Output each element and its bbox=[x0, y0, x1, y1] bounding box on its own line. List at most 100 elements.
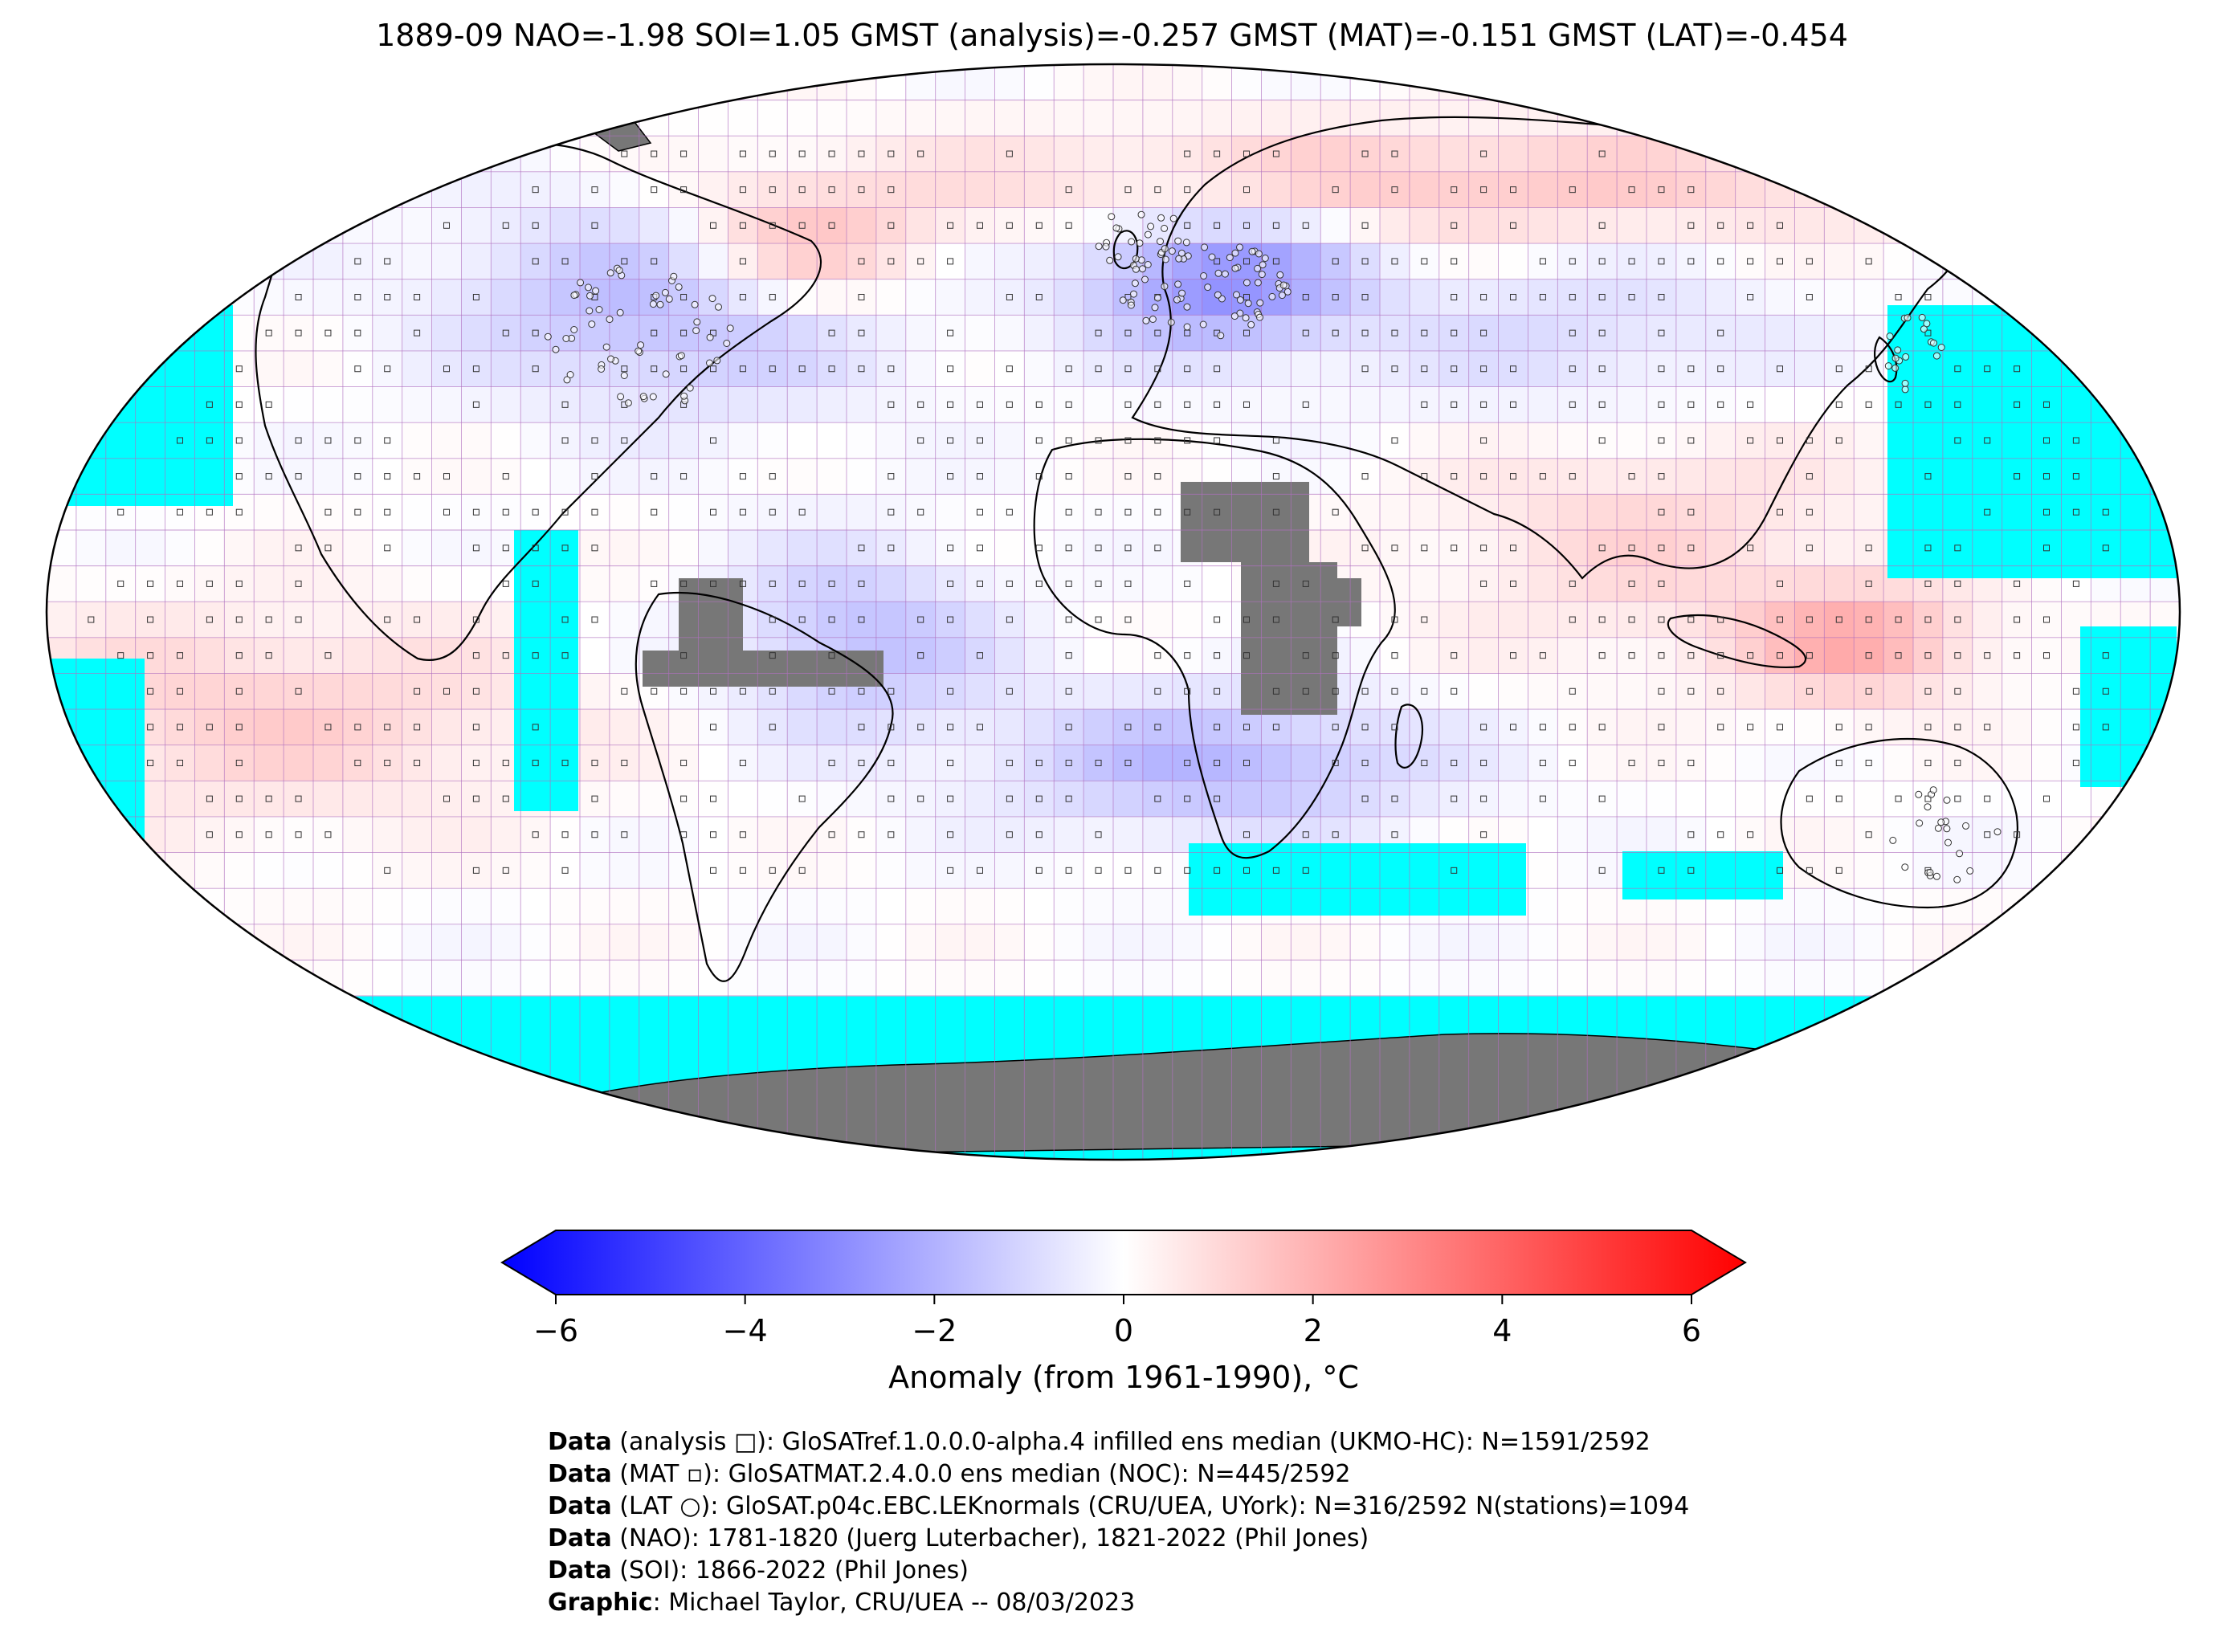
analysis-marker bbox=[1598, 258, 1606, 265]
anomaly-cell bbox=[1083, 816, 1114, 854]
station-marker bbox=[1132, 255, 1140, 263]
anomaly-cell bbox=[1617, 709, 1647, 746]
anomaly-cell bbox=[1794, 315, 1825, 352]
station-marker bbox=[715, 303, 722, 311]
anomaly-cell bbox=[639, 816, 670, 854]
colorbar-tick-label: 6 bbox=[1682, 1313, 1701, 1348]
anomaly-cell bbox=[1380, 279, 1410, 316]
analysis-marker bbox=[1006, 831, 1013, 838]
station-marker bbox=[1141, 275, 1149, 283]
anomaly-cell bbox=[520, 279, 551, 316]
analysis-marker bbox=[1480, 294, 1487, 300]
analysis-marker bbox=[1954, 365, 1961, 373]
anomaly-cell bbox=[1675, 386, 1707, 423]
analysis-marker bbox=[1451, 687, 1458, 695]
anomaly-cell bbox=[609, 386, 640, 423]
anomaly-cell bbox=[1320, 781, 1351, 818]
anomaly-cell bbox=[1824, 637, 1855, 674]
analysis-marker bbox=[414, 616, 421, 623]
anomaly-cell bbox=[1172, 386, 1203, 423]
analysis-marker bbox=[1272, 724, 1279, 731]
analysis-marker bbox=[680, 150, 688, 157]
analysis-marker bbox=[206, 401, 213, 408]
anomaly-cell bbox=[1468, 207, 1500, 244]
anomaly-cell bbox=[965, 960, 996, 997]
analysis-marker bbox=[443, 365, 450, 373]
analysis-marker bbox=[1391, 652, 1398, 659]
analysis-marker bbox=[977, 867, 983, 874]
analysis-marker bbox=[1865, 616, 1872, 623]
analysis-marker bbox=[680, 795, 688, 802]
analysis-marker bbox=[1361, 329, 1369, 337]
analysis-marker bbox=[443, 687, 450, 695]
station-marker bbox=[1231, 249, 1239, 257]
anomaly-cell bbox=[1202, 673, 1233, 710]
anomaly-cell bbox=[550, 207, 581, 244]
anomaly-cell bbox=[1231, 207, 1263, 244]
anomaly-cell bbox=[1528, 960, 1558, 997]
analysis-marker bbox=[1687, 401, 1695, 408]
station-marker bbox=[620, 372, 628, 379]
anomaly-cell bbox=[284, 315, 314, 352]
analysis-marker bbox=[2043, 545, 2050, 552]
anomaly-cell bbox=[224, 744, 255, 781]
analysis-marker bbox=[947, 795, 954, 802]
station-marker bbox=[677, 352, 685, 360]
anomaly-cell bbox=[491, 816, 521, 854]
analysis-marker bbox=[1598, 150, 1606, 157]
anomaly-cell bbox=[580, 171, 610, 208]
anomaly-cell bbox=[1083, 171, 1114, 208]
station-marker bbox=[1254, 279, 1262, 287]
anomaly-cell bbox=[994, 888, 1025, 925]
station-marker bbox=[662, 370, 670, 378]
analysis-marker bbox=[1332, 724, 1339, 731]
analysis-marker bbox=[1391, 365, 1398, 373]
analysis-marker bbox=[1124, 545, 1132, 552]
anomaly-cell bbox=[342, 350, 373, 388]
anomaly-cell bbox=[817, 494, 847, 531]
anomaly-cell bbox=[75, 565, 107, 602]
anomaly-cell bbox=[994, 744, 1025, 781]
anomaly-cell bbox=[757, 816, 788, 854]
anomaly-cell bbox=[1528, 673, 1558, 710]
anomaly-cell bbox=[1587, 924, 1618, 961]
anomaly-cell bbox=[639, 422, 670, 459]
anomaly-cell bbox=[965, 64, 996, 101]
credit-line-2: Data (MAT ▫): GloSATMAT.2.4.0.0 ens medi… bbox=[548, 1458, 1689, 1491]
analysis-marker bbox=[1717, 687, 1724, 695]
analysis-marker bbox=[1865, 401, 1872, 408]
anomaly-cell bbox=[905, 852, 937, 889]
anomaly-cell bbox=[254, 744, 284, 781]
anomaly-cell bbox=[520, 422, 551, 459]
analysis-marker bbox=[1065, 724, 1072, 731]
anomaly-cell bbox=[461, 816, 492, 854]
station-marker bbox=[1169, 214, 1177, 222]
anomaly-cell bbox=[491, 386, 521, 423]
analysis-marker bbox=[1154, 652, 1161, 659]
analysis-marker bbox=[1451, 258, 1458, 265]
anomaly-cell bbox=[1854, 673, 1884, 710]
anomaly-cell bbox=[847, 816, 877, 854]
station-marker bbox=[1132, 265, 1140, 273]
anomaly-cell bbox=[1291, 279, 1321, 316]
station-marker bbox=[1886, 332, 1894, 341]
anomaly-cell bbox=[342, 637, 373, 674]
anomaly-cell bbox=[1380, 386, 1410, 423]
anomaly-cell bbox=[1350, 207, 1381, 244]
anomaly-cell bbox=[1675, 458, 1707, 495]
station-marker bbox=[1953, 875, 1961, 883]
anomaly-cell bbox=[905, 744, 937, 781]
anomaly-cell bbox=[342, 422, 373, 459]
analysis-marker bbox=[1361, 222, 1369, 229]
analysis-marker bbox=[502, 795, 509, 802]
analysis-marker bbox=[1154, 508, 1161, 516]
anomaly-cell bbox=[817, 565, 847, 602]
station-marker bbox=[693, 318, 701, 326]
anomaly-cell bbox=[2002, 744, 2033, 781]
analysis-marker bbox=[1421, 365, 1428, 373]
anomaly-cell bbox=[1883, 816, 1914, 854]
anomaly-cell bbox=[431, 888, 463, 925]
anomaly-cell bbox=[1231, 64, 1263, 101]
anomaly-cell bbox=[1024, 64, 1055, 101]
anomaly-cell bbox=[372, 924, 403, 961]
